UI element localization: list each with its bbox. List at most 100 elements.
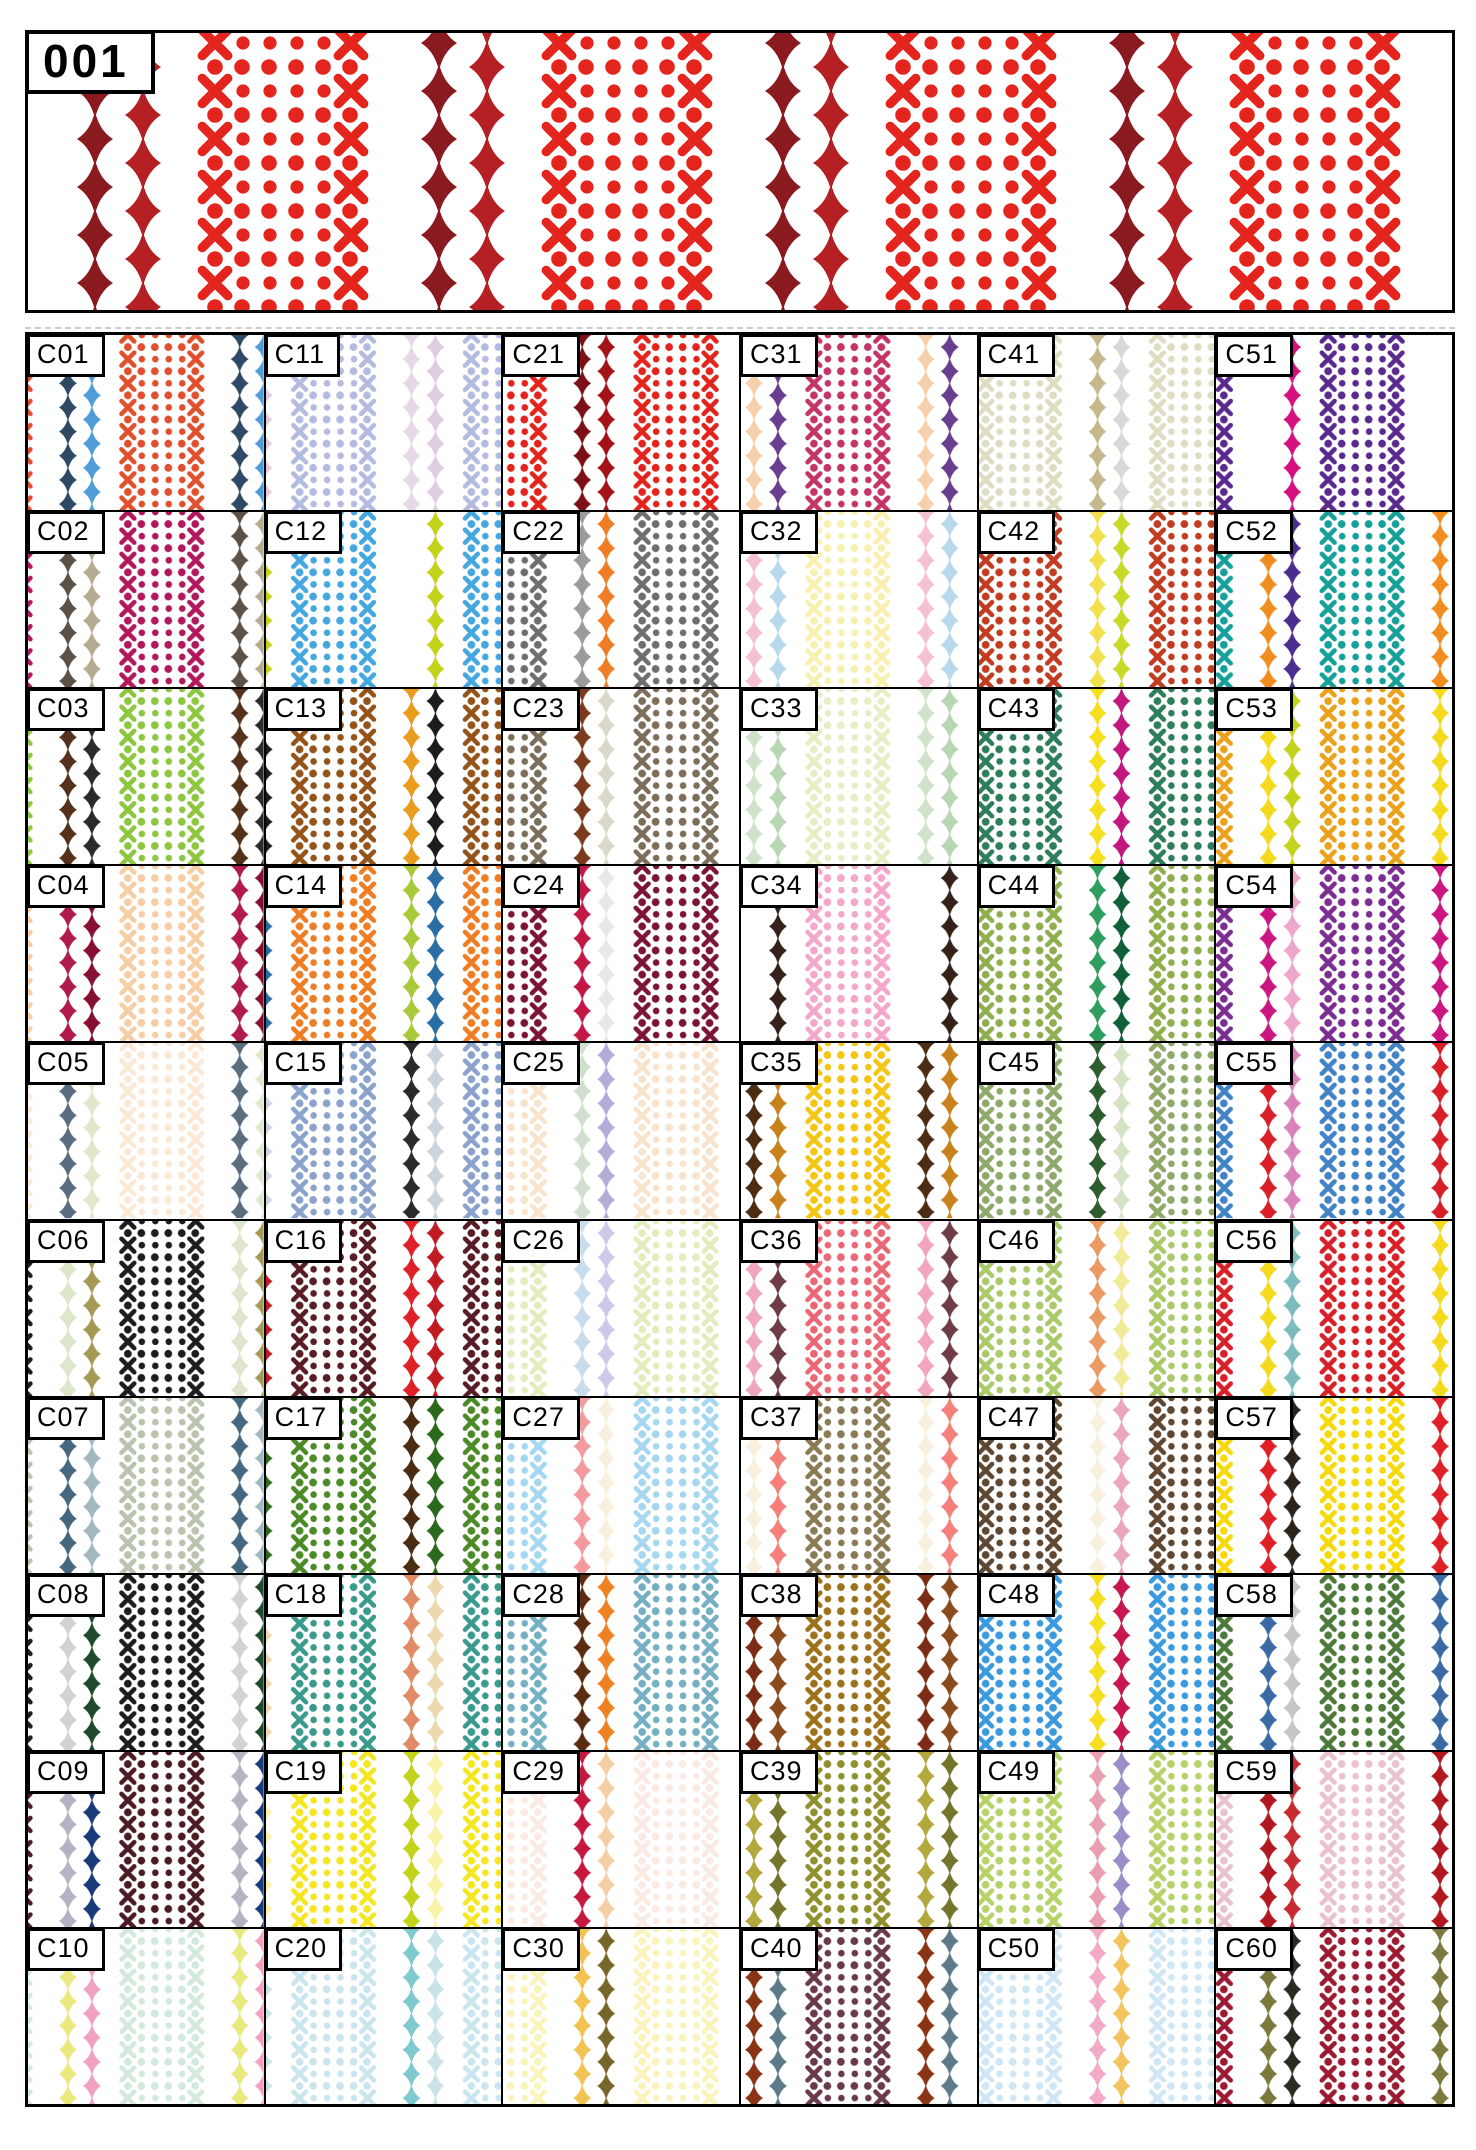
- swatch-cell: C55: [1215, 1042, 1453, 1220]
- swatch-label: C40: [740, 1928, 818, 1971]
- swatch-label: C45: [978, 1043, 1056, 1086]
- swatch-label: C26: [503, 1220, 580, 1263]
- swatch-cell: C25: [502, 1042, 740, 1220]
- swatch-cell: C40: [740, 1927, 978, 2105]
- swatch-cell: C39: [740, 1750, 978, 1928]
- swatch-label: C03: [27, 689, 105, 732]
- swatch-label: C39: [740, 1751, 818, 1794]
- swatch-label: C32: [740, 512, 818, 555]
- swatch-cell: C33: [740, 688, 978, 866]
- swatch-cell: C27: [502, 1396, 740, 1574]
- swatch-cell: C01: [27, 334, 265, 512]
- swatch-cell: C07: [27, 1396, 265, 1574]
- swatch-cell: C19: [264, 1750, 503, 1928]
- swatch-cell: C52: [1215, 511, 1453, 689]
- swatch-label: C57: [1216, 1397, 1293, 1440]
- swatch-cell: C03: [27, 688, 265, 866]
- swatch-label: C21: [503, 335, 580, 377]
- swatch-label: C38: [740, 1574, 818, 1617]
- swatch-label: C54: [1216, 866, 1293, 909]
- swatch-label: C05: [27, 1043, 105, 1086]
- swatch-cell: C45: [977, 1042, 1216, 1220]
- swatch-label: C09: [27, 1751, 105, 1794]
- swatch-cell: C11: [264, 334, 503, 512]
- swatch-cell: C31: [740, 334, 978, 512]
- swatch-label: C34: [740, 866, 818, 909]
- swatch-cell: C44: [977, 865, 1216, 1043]
- swatch-label: C60: [1216, 1928, 1293, 1971]
- swatch-label: C56: [1216, 1220, 1293, 1263]
- swatch-cell: C54: [1215, 865, 1453, 1043]
- swatch-label: C20: [265, 1928, 343, 1971]
- pattern-number-label: 001: [25, 30, 155, 94]
- swatch-label: C53: [1216, 689, 1293, 732]
- swatch-label: C47: [978, 1397, 1056, 1440]
- swatch-cell: C29: [502, 1750, 740, 1928]
- swatch-cell: C09: [27, 1750, 265, 1928]
- swatch-label: C16: [265, 1220, 343, 1263]
- swatch-cell: C15: [264, 1042, 503, 1220]
- swatch-cell: C42: [977, 511, 1216, 689]
- swatch-label: C23: [503, 689, 580, 732]
- swatch-cell: C24: [502, 865, 740, 1043]
- swatch-cell: C30: [502, 1927, 740, 2105]
- swatch-cell: C32: [740, 511, 978, 689]
- swatch-label: C41: [978, 335, 1056, 377]
- swatch-label: C52: [1216, 512, 1293, 555]
- swatch-cell: C10: [27, 1927, 265, 2105]
- swatch-label: C42: [978, 512, 1056, 555]
- swatch-cell: C16: [264, 1219, 503, 1397]
- swatch-label: C36: [740, 1220, 818, 1263]
- swatch-cell: C58: [1215, 1573, 1453, 1751]
- swatch-cell: C46: [977, 1219, 1216, 1397]
- swatch-cell: C34: [740, 865, 978, 1043]
- swatch-cell: C50: [977, 1927, 1216, 2105]
- swatch-label: C18: [265, 1574, 343, 1617]
- swatch-cell: C56: [1215, 1219, 1453, 1397]
- swatch-label: C28: [503, 1574, 580, 1617]
- swatch-label: C48: [978, 1574, 1056, 1617]
- swatch-label: C01: [27, 335, 105, 377]
- swatch-cell: C17: [264, 1396, 503, 1574]
- swatch-cell: C04: [27, 865, 265, 1043]
- pattern-banner: 001: [25, 30, 1455, 313]
- swatch-cell: C57: [1215, 1396, 1453, 1574]
- swatch-label: C59: [1216, 1751, 1293, 1794]
- swatch-label: C58: [1216, 1574, 1293, 1617]
- swatch-cell: C22: [502, 511, 740, 689]
- swatch-label: C49: [978, 1751, 1056, 1794]
- swatch-label: C07: [27, 1397, 105, 1440]
- swatch-cell: C60: [1215, 1927, 1453, 2105]
- swatch-label: C15: [265, 1043, 343, 1086]
- swatch-cell: C35: [740, 1042, 978, 1220]
- swatch-cell: C06: [27, 1219, 265, 1397]
- swatch-cell: C20: [264, 1927, 503, 2105]
- swatch-label: C14: [265, 866, 343, 909]
- swatch-label: C31: [740, 335, 818, 377]
- swatch-cell: C28: [502, 1573, 740, 1751]
- swatch-cell: C23: [502, 688, 740, 866]
- swatch-label: C44: [978, 866, 1056, 909]
- swatch-cell: C02: [27, 511, 265, 689]
- swatch-label: C46: [978, 1220, 1056, 1263]
- swatch-label: C43: [978, 689, 1056, 732]
- swatch-cell: C12: [264, 511, 503, 689]
- swatch-label: C33: [740, 689, 818, 732]
- swatch-grid: C01 C11 C21 C31 C41 C51 C02 C12 C22 C32 C42 C52 C03 C…: [25, 332, 1455, 2107]
- swatch-label: C11: [265, 335, 341, 377]
- swatch-cell: C51: [1215, 334, 1453, 512]
- swatch-cell: C59: [1215, 1750, 1453, 1928]
- swatch-cell: C43: [977, 688, 1216, 866]
- swatch-label: C17: [265, 1397, 343, 1440]
- swatch-label: C10: [27, 1928, 105, 1971]
- swatch-label: C37: [740, 1397, 818, 1440]
- swatch-label: C25: [503, 1043, 580, 1086]
- swatch-label: C12: [265, 512, 343, 555]
- swatch-cell: C37: [740, 1396, 978, 1574]
- swatch-label: C55: [1216, 1043, 1293, 1086]
- swatch-cell: C36: [740, 1219, 978, 1397]
- swatch-label: C04: [27, 866, 105, 909]
- swatch-label: C19: [265, 1751, 343, 1794]
- swatch-cell: C18: [264, 1573, 503, 1751]
- swatch-label: C06: [27, 1220, 105, 1263]
